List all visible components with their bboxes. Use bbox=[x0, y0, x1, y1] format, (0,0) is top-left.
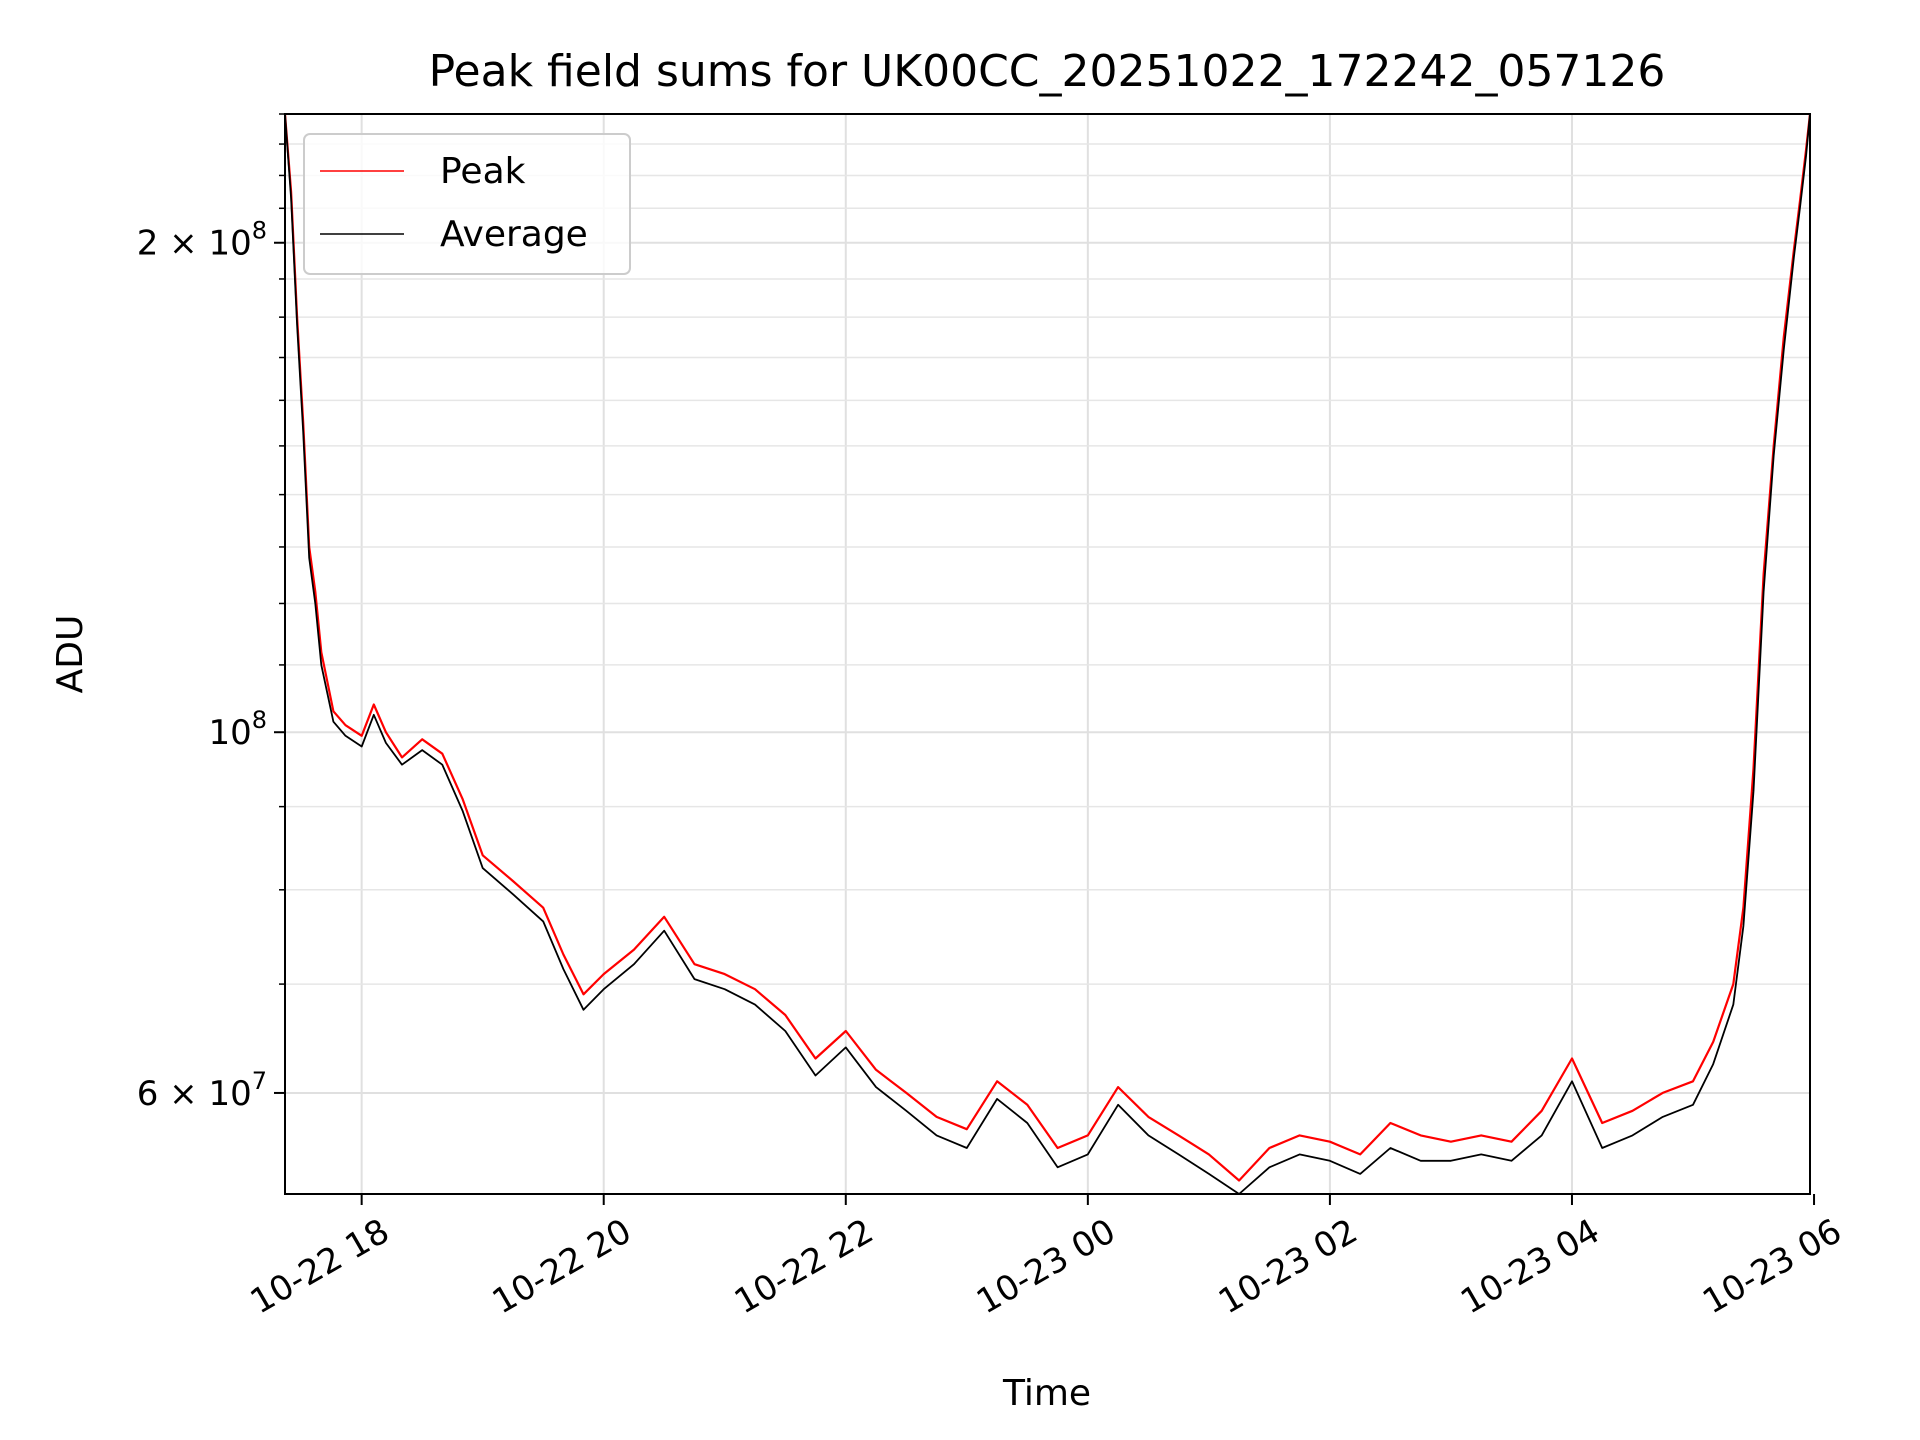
series-line-peak bbox=[283, 113, 1812, 1182]
legend: Peak Average bbox=[303, 133, 631, 275]
series-lines bbox=[283, 113, 1812, 1195]
legend-label-average: Average bbox=[440, 214, 588, 255]
y-tick-base: 2 × 10 bbox=[137, 224, 252, 264]
plot-frame bbox=[284, 113, 1811, 1195]
y-tick-label: 6 × 107 bbox=[137, 1067, 267, 1114]
legend-label-peak: Peak bbox=[440, 151, 526, 192]
legend-box bbox=[303, 133, 631, 275]
x-axis-label: Time bbox=[1002, 1373, 1091, 1414]
y-tick-exponent: 8 bbox=[252, 217, 267, 245]
chart-title: Peak field sums for UK00CC_20251022_1722… bbox=[429, 46, 1666, 97]
y-tick-base: 10 bbox=[208, 713, 251, 753]
y-tick-exponent: 7 bbox=[252, 1067, 267, 1095]
series-line-average bbox=[284, 113, 1811, 1195]
y-axis-label: ADU bbox=[50, 615, 91, 694]
y-tick-exponent: 8 bbox=[252, 706, 267, 734]
y-tick-label: 108 bbox=[208, 706, 267, 753]
y-tick-base: 6 × 10 bbox=[137, 1074, 252, 1114]
y-tick-label: 2 × 108 bbox=[137, 217, 267, 264]
